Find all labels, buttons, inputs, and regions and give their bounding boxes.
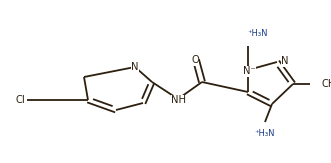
Text: N⁻: N⁻ <box>243 66 256 76</box>
Text: N: N <box>131 62 139 72</box>
Text: Cl: Cl <box>15 95 25 105</box>
Text: N: N <box>281 56 289 66</box>
Text: ⁺H₃N: ⁺H₃N <box>248 30 268 38</box>
Text: NH: NH <box>171 95 186 105</box>
Text: CH₃: CH₃ <box>321 79 331 89</box>
Text: O: O <box>191 55 199 65</box>
Text: ⁺H₃N: ⁺H₃N <box>255 129 275 139</box>
